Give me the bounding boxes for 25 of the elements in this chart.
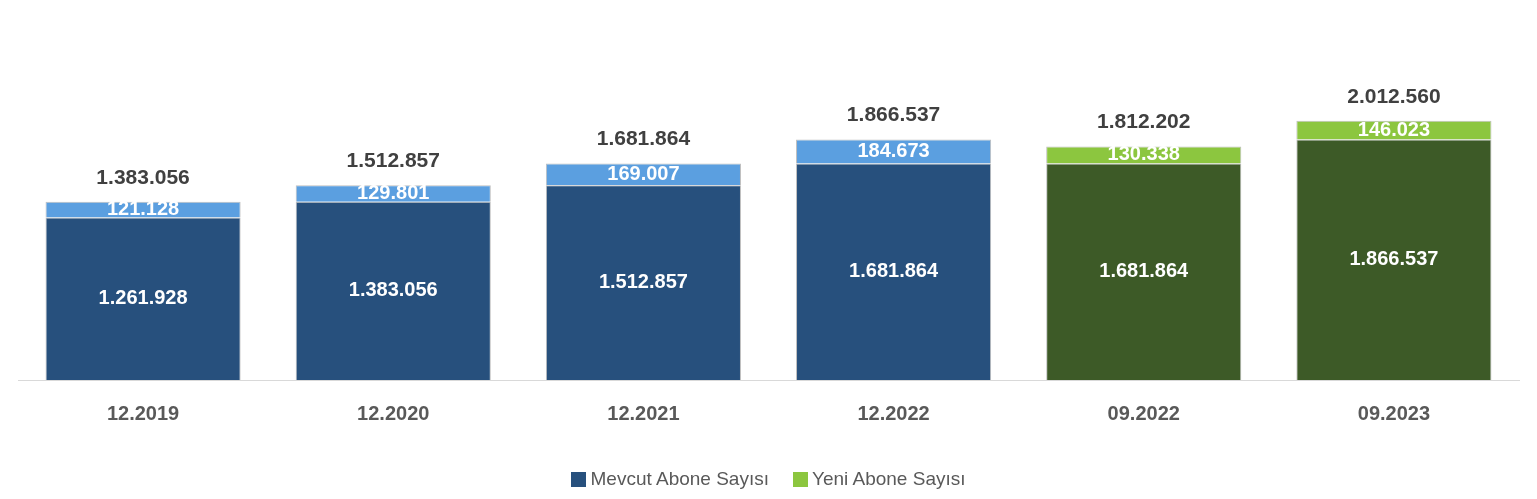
total-label: 2.012.560 xyxy=(1347,83,1441,107)
data-label: 146.023 xyxy=(1357,117,1431,140)
data-label: 1.681.864 xyxy=(1099,259,1190,282)
data-label: 1.866.537 xyxy=(1349,247,1439,270)
data-label: 1.681.864 xyxy=(849,259,939,282)
data-label: 1.383.056 xyxy=(348,278,438,301)
x-tick-label: 12.2022 xyxy=(857,401,930,424)
legend-label: Yeni Abone Sayısı xyxy=(811,468,966,490)
total-label: 1.866.537 xyxy=(846,102,941,126)
x-tick-label: 09.2023 xyxy=(1357,401,1431,424)
total-label: 1.383.056 xyxy=(96,164,190,188)
total-label: 1.512.857 xyxy=(346,147,440,171)
data-label: 1.261.928 xyxy=(98,286,188,309)
data-label: 129.801 xyxy=(357,181,430,204)
legend-label: Mevcut Abone Sayısı xyxy=(590,468,769,490)
x-tick-label: 09.2022 xyxy=(1107,401,1180,424)
x-tick-label: 12.2019 xyxy=(106,401,180,424)
x-tick-label: 12.2021 xyxy=(607,401,680,424)
total-label: 1.681.864 xyxy=(596,126,691,150)
data-label: 1.512.857 xyxy=(598,270,688,293)
data-label: 169.007 xyxy=(607,161,680,184)
x-tick-label: 12.2020 xyxy=(357,401,430,424)
data-label: 184.673 xyxy=(857,139,930,161)
total-label: 1.812.202 xyxy=(1097,109,1191,133)
data-label: 130.338 xyxy=(1107,142,1180,165)
